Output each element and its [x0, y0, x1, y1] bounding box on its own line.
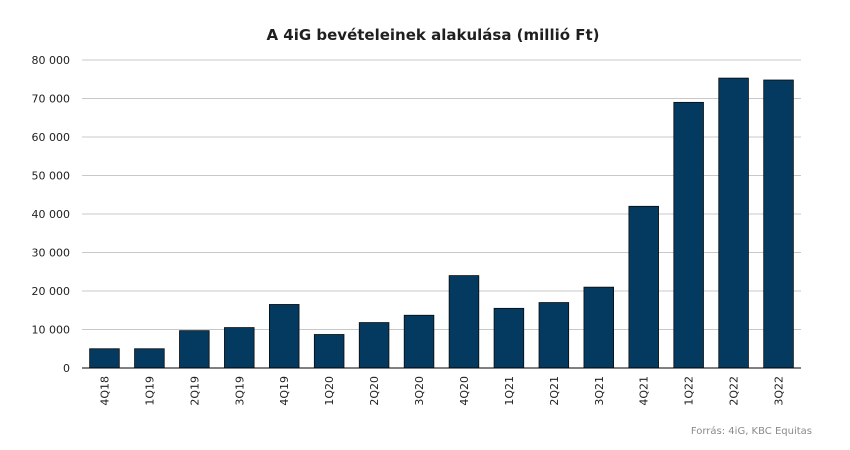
bar-4Q19: [268, 304, 300, 369]
y-tick-label: 40 000: [32, 208, 71, 221]
x-tick-label: 4Q18: [98, 376, 111, 406]
x-tick-label: 3Q22: [773, 376, 786, 406]
bar-4Q21: [628, 205, 659, 369]
bar-1Q21: [493, 307, 525, 369]
bar-3Q21: [583, 286, 615, 369]
bar-2Q19: [179, 330, 210, 369]
y-tick-label: 0: [63, 362, 70, 375]
bar-1Q19: [134, 348, 165, 369]
bar-4Q20: [448, 275, 480, 369]
x-tick-label: 3Q19: [233, 376, 246, 406]
y-tick-label: 70 000: [32, 93, 71, 106]
x-tick-label: 3Q20: [413, 376, 426, 406]
y-axis-tick-labels: 0 10 000 20 000 30 000 40 000 50 000 60 000 70 …: [32, 54, 71, 375]
bar-4Q18: [89, 348, 120, 369]
bar-1Q22: [673, 101, 704, 369]
x-tick-label: 2Q19: [188, 376, 201, 406]
gridlines: [82, 59, 801, 330]
x-tick-label: 2Q21: [548, 376, 561, 406]
x-tick-label: 1Q20: [323, 376, 336, 406]
y-tick-label: 30 000: [32, 247, 71, 260]
bars: [89, 77, 794, 369]
x-tick-label: 2Q20: [368, 376, 381, 406]
x-tick-label: 2Q22: [728, 376, 741, 406]
y-tick-label: 20 000: [32, 285, 71, 298]
bar-3Q22: [763, 79, 794, 369]
bar-2Q22: [718, 77, 749, 369]
x-tick-label: 1Q21: [503, 376, 516, 406]
x-tick-label: 4Q19: [278, 376, 291, 406]
bar-1Q20: [313, 334, 345, 369]
x-tick-label: 1Q19: [143, 376, 156, 406]
x-axis-tick-labels: 4Q18 1Q19 2Q19 3Q19 4Q19 1Q20 2Q20 3Q20 4Q20 1Q21…: [98, 376, 785, 406]
x-tick-label: 4Q20: [458, 376, 471, 406]
bar-2Q21: [538, 302, 570, 369]
y-tick-label: 60 000: [32, 131, 71, 144]
bar-3Q19: [224, 327, 255, 369]
source-note: Forrás: 4iG, KBC Equitas: [691, 425, 812, 437]
bar-3Q20: [403, 314, 435, 369]
bar-2Q20: [358, 322, 390, 369]
y-tick-label: 50 000: [32, 170, 71, 183]
x-tick-label: 4Q21: [638, 376, 651, 406]
x-tick-label: 3Q21: [593, 376, 606, 406]
y-tick-label: 10 000: [32, 324, 71, 337]
y-tick-label: 80 000: [32, 54, 71, 67]
x-tick-label: 1Q22: [683, 376, 696, 406]
chart-title: A 4iG bevételeinek alakulása (millió Ft): [266, 26, 599, 44]
